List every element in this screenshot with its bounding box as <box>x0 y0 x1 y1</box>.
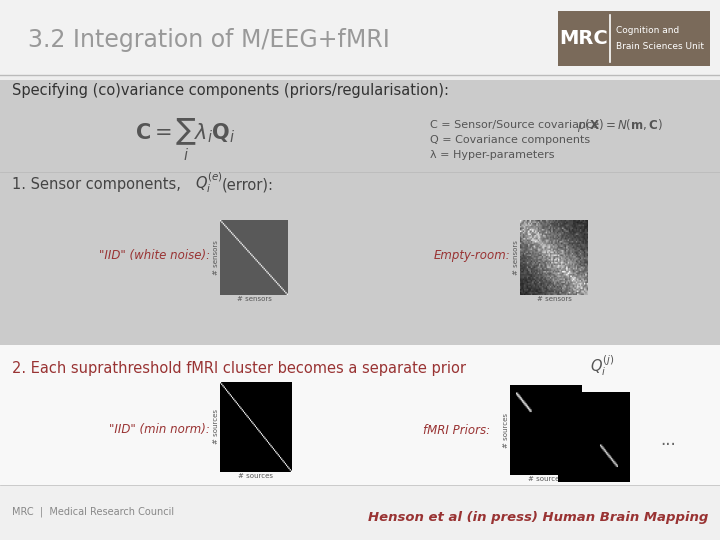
X-axis label: # sources: # sources <box>528 476 564 482</box>
Text: Q = Covariance components: Q = Covariance components <box>430 135 590 145</box>
Text: ...: ... <box>660 431 676 449</box>
Text: 2. Each suprathreshold fMRI cluster becomes a separate prior: 2. Each suprathreshold fMRI cluster beco… <box>12 361 466 375</box>
Bar <box>0 80 720 345</box>
Text: 1. Sensor components,: 1. Sensor components, <box>12 178 181 192</box>
Bar <box>0 485 720 540</box>
Text: "IID" (white noise):: "IID" (white noise): <box>99 248 210 261</box>
Text: "IID" (min norm):: "IID" (min norm): <box>109 423 210 436</box>
Text: $\mathbf{C} = \sum_i \lambda_i \mathbf{Q}_i$: $\mathbf{C} = \sum_i \lambda_i \mathbf{Q… <box>135 117 235 163</box>
Text: 3.2 Integration of M/EEG+fMRI: 3.2 Integration of M/EEG+fMRI <box>28 28 390 52</box>
Bar <box>0 0 720 75</box>
Text: λ = Hyper-parameters: λ = Hyper-parameters <box>430 150 554 160</box>
Text: Specifying (co)variance components (priors/regularisation):: Specifying (co)variance components (prio… <box>12 83 449 98</box>
X-axis label: # sources: # sources <box>238 474 274 480</box>
Text: C = Sensor/Source covariance: C = Sensor/Source covariance <box>430 120 599 130</box>
Text: Empty-room:: Empty-room: <box>433 248 510 261</box>
Y-axis label: # sources: # sources <box>503 413 508 448</box>
Text: MRC  |  Medical Research Council: MRC | Medical Research Council <box>12 507 174 517</box>
Bar <box>558 11 710 66</box>
Text: MRC: MRC <box>559 29 608 48</box>
X-axis label: # sensors: # sensors <box>536 296 572 302</box>
X-axis label: # sensors: # sensors <box>237 296 271 302</box>
Text: Cognition and: Cognition and <box>616 26 679 35</box>
Y-axis label: # sensors: # sensors <box>513 240 518 275</box>
Text: $Q_i^{(j)}$: $Q_i^{(j)}$ <box>590 354 615 379</box>
Text: $p(\mathbf{X}) = N(\mathbf{m}, \mathbf{C})$: $p(\mathbf{X}) = N(\mathbf{m}, \mathbf{C… <box>577 117 663 133</box>
Text: (error):: (error): <box>222 178 274 192</box>
Text: $Q_i^{(e)}$: $Q_i^{(e)}$ <box>195 171 223 195</box>
Text: Henson et al (in press) Human Brain Mapping: Henson et al (in press) Human Brain Mapp… <box>368 511 708 524</box>
Y-axis label: # sources: # sources <box>212 409 219 444</box>
Bar <box>0 345 720 485</box>
Text: fMRI Priors:: fMRI Priors: <box>423 423 490 436</box>
Text: Brain Sciences Unit: Brain Sciences Unit <box>616 42 704 51</box>
Y-axis label: # sensors: # sensors <box>212 240 219 275</box>
